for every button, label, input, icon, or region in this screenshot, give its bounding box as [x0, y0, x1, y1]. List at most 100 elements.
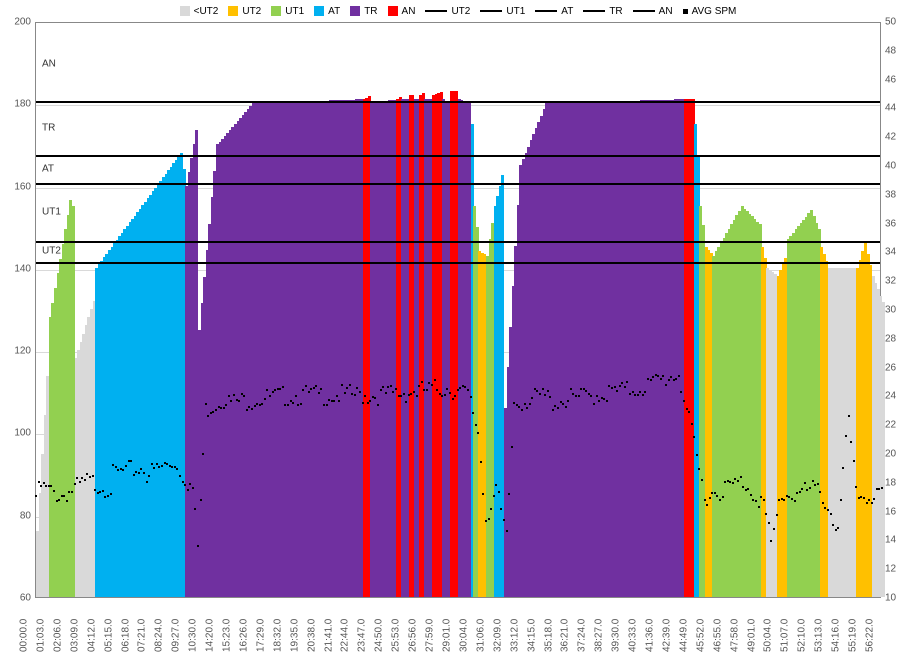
- x-tick: 37:24.0: [577, 619, 588, 652]
- spm-point: [225, 404, 227, 406]
- spm-point: [392, 391, 394, 393]
- spm-point: [557, 407, 559, 409]
- legend-swatch-icon: [228, 6, 238, 16]
- spm-point: [266, 389, 268, 391]
- spm-point: [508, 493, 510, 495]
- spm-point: [521, 409, 523, 411]
- spm-point: [642, 394, 644, 396]
- x-tick: 15:23.0: [221, 619, 232, 652]
- spm-point: [596, 395, 598, 397]
- spm-point: [282, 386, 284, 388]
- spm-point: [446, 388, 448, 390]
- x-tick: 26:56.0: [407, 619, 418, 652]
- spm-point: [570, 388, 572, 390]
- spm-point: [719, 499, 721, 501]
- y-axis-right: 1012141618202224262830323436384042444648…: [881, 0, 911, 663]
- spm-point: [320, 388, 322, 390]
- spm-point: [102, 490, 104, 492]
- y-right-tick: 32: [885, 276, 896, 287]
- legend-line-icon: [633, 10, 655, 12]
- y-right-tick: 38: [885, 189, 896, 200]
- spm-point: [35, 495, 37, 497]
- legend-label: UT1: [506, 6, 525, 17]
- spm-point: [140, 468, 142, 470]
- spm-point: [827, 509, 829, 511]
- spm-point: [182, 481, 184, 483]
- spm-point: [495, 484, 497, 486]
- legend-item: UT1: [480, 6, 525, 17]
- spm-point: [413, 391, 415, 393]
- y-right-tick: 36: [885, 218, 896, 229]
- spm-point: [562, 403, 564, 405]
- x-tick: 09:27.0: [171, 619, 182, 652]
- spm-point: [806, 489, 808, 491]
- y-left-tick: 140: [14, 263, 31, 274]
- spm-point: [590, 395, 592, 397]
- spm-point: [344, 392, 346, 394]
- spm-point: [212, 411, 214, 413]
- spm-point: [223, 407, 225, 409]
- spm-point: [765, 513, 767, 515]
- spm-point: [359, 391, 361, 393]
- spm-point: [657, 375, 659, 377]
- spm-point: [395, 388, 397, 390]
- spm-point: [71, 491, 73, 493]
- spm-point: [107, 495, 109, 497]
- legend-item: UT2: [228, 6, 261, 17]
- x-tick: 18:32.0: [272, 619, 283, 652]
- spm-point: [845, 435, 847, 437]
- spm-point: [243, 395, 245, 397]
- spm-point: [526, 407, 528, 409]
- legend-item: TR: [583, 6, 622, 17]
- x-tick: 50:04.0: [763, 619, 774, 652]
- legend-line-icon: [535, 10, 557, 12]
- spm-point: [511, 446, 513, 448]
- threshold-at: [36, 183, 880, 185]
- spm-point: [444, 394, 446, 396]
- spm-point: [742, 486, 744, 488]
- spm-point: [74, 483, 76, 485]
- legend-swatch-icon: [350, 6, 360, 16]
- spm-point: [863, 497, 865, 499]
- x-tick: 44:49.0: [678, 619, 689, 652]
- spm-point: [362, 402, 364, 404]
- legend-label: UT1: [285, 6, 304, 17]
- spm-point: [768, 522, 770, 524]
- spm-point: [776, 514, 778, 516]
- spm-point: [706, 504, 708, 506]
- x-tick: 40:33.0: [627, 619, 638, 652]
- spm-point: [233, 394, 235, 396]
- spm-point: [470, 396, 472, 398]
- spm-point: [755, 500, 757, 502]
- spm-point: [117, 469, 119, 471]
- spm-point: [475, 424, 477, 426]
- legend-swatch-icon: [271, 6, 281, 16]
- legend-label: TR: [609, 6, 622, 17]
- spm-point: [459, 387, 461, 389]
- y-right-tick: 26: [885, 362, 896, 373]
- x-tick: 32:09.0: [492, 619, 503, 652]
- legend-item: AT: [314, 6, 340, 17]
- spm-point: [670, 376, 672, 378]
- spm-point: [431, 384, 433, 386]
- spm-point: [850, 441, 852, 443]
- spm-point: [498, 491, 500, 493]
- spm-point: [76, 477, 78, 479]
- spm-point: [683, 400, 685, 402]
- y-right-tick: 42: [885, 132, 896, 143]
- threshold-an: [36, 101, 880, 103]
- spm-point: [92, 475, 94, 477]
- spm-point: [202, 453, 204, 455]
- spm-point: [701, 479, 703, 481]
- spm-point: [760, 496, 762, 498]
- zone-label-tr: TR: [42, 122, 55, 133]
- x-tick: 46:55.0: [712, 619, 723, 652]
- spm-point: [675, 378, 677, 380]
- spm-point: [418, 385, 420, 387]
- x-tick: 41:36.0: [644, 619, 655, 652]
- spm-point: [488, 518, 490, 520]
- spm-point: [506, 530, 508, 532]
- spm-point: [552, 409, 554, 411]
- x-tick: 05:15.0: [103, 619, 114, 652]
- spm-point: [567, 400, 569, 402]
